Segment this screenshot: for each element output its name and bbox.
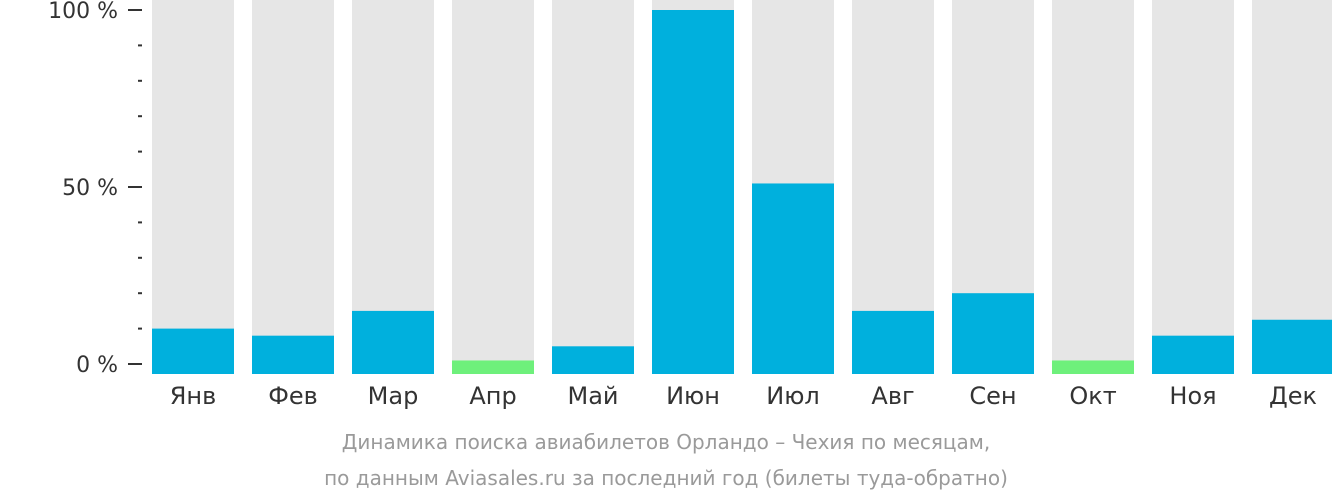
chart-caption-line-1: Динамика поиска авиабилетов Орландо – Че… [341,430,991,454]
x-axis-tick-label: Дек [1269,382,1317,410]
x-axis-tick-label: Фев [268,382,318,410]
bar-track [252,0,334,374]
bar [1252,319,1332,374]
bar [552,346,634,374]
bar [752,183,834,374]
y-axis-tick-label: 100 % [48,0,118,24]
bar [152,328,234,374]
x-axis-tick-label: Сен [969,382,1016,410]
bar-track [1152,0,1234,374]
x-axis-tick-label: Апр [469,382,516,410]
bar [1152,335,1234,374]
bar-track [1252,0,1332,374]
x-axis-tick-label: Июн [666,382,720,410]
bar [352,310,434,374]
chart-caption-line-2: по данным Aviasales.ru за последний год … [324,466,1008,490]
x-axis-tick-label: Окт [1069,382,1116,410]
bar [852,310,934,374]
y-axis-tick-label: 50 % [62,176,118,201]
x-axis-tick-label: Июл [766,382,820,410]
x-axis-tick-label: Авг [871,382,914,410]
y-axis-tick-label: 0 % [76,353,118,378]
bar [952,293,1034,374]
bar-track [552,0,634,374]
x-axis-tick-label: Мар [368,382,419,410]
bar [1052,360,1134,374]
bar [652,10,734,374]
bar-track [152,0,234,374]
bar [252,335,334,374]
x-axis-tick-label: Янв [170,382,217,410]
x-axis-tick-label: Май [567,382,618,410]
bar [452,360,534,374]
bar-track [452,0,534,374]
bar-track [1052,0,1134,374]
x-axis-tick-label: Ноя [1169,382,1216,410]
